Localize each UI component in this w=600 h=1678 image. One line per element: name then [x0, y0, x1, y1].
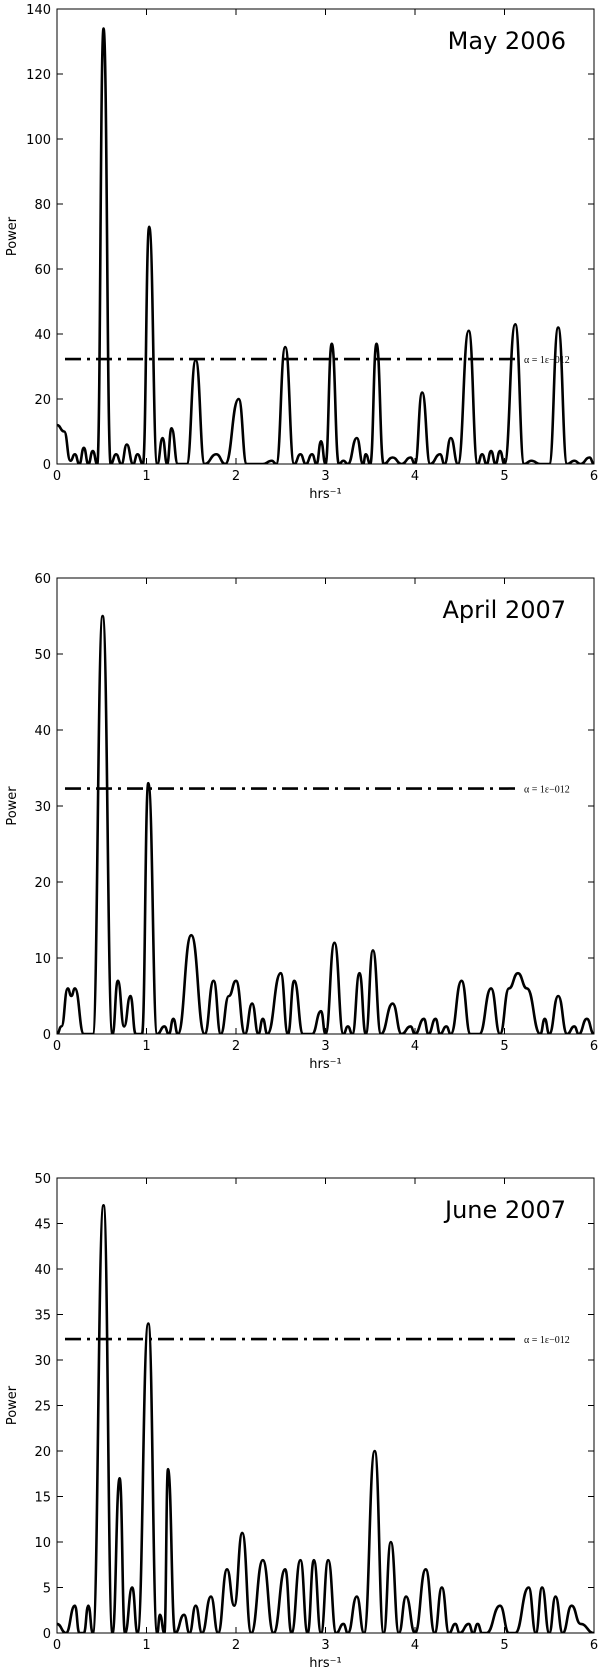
y-tick-label: 30 — [34, 1354, 51, 1369]
plot-frame — [56, 8, 595, 465]
x-tick-label: 1 — [142, 1638, 150, 1653]
y-tick-label: 40 — [34, 1263, 51, 1278]
chart-title: June 2007 — [443, 1196, 566, 1224]
y-tick-label: 45 — [34, 1218, 51, 1233]
x-tick-label: 5 — [500, 1039, 508, 1054]
x-tick-label: 3 — [321, 1039, 329, 1054]
x-axis-label: hrs⁻¹ — [309, 487, 341, 502]
y-axis-label: Power — [5, 216, 20, 256]
x-tick-label: 6 — [590, 1039, 598, 1054]
threshold-label: α = 1ε−012 — [524, 355, 570, 366]
x-tick-label: 4 — [411, 469, 419, 484]
power-line — [57, 614, 594, 1034]
y-tick-label: 0 — [43, 458, 51, 473]
x-axis-label: hrs⁻¹ — [309, 1656, 341, 1671]
x-tick-label: 0 — [53, 1039, 61, 1054]
y-tick-label: 0 — [43, 1627, 51, 1642]
plot-area — [57, 1204, 594, 1633]
y-tick-label: 30 — [34, 800, 51, 815]
x-axis-label: hrs⁻¹ — [309, 1057, 341, 1072]
y-tick-label: 20 — [34, 1445, 51, 1460]
y-tick-label: 80 — [34, 198, 51, 213]
plot-frame — [56, 1177, 595, 1634]
y-tick-label: 50 — [34, 1172, 51, 1187]
x-tick-label: 5 — [500, 469, 508, 484]
y-tick-label: 25 — [34, 1400, 51, 1415]
x-tick-label: 3 — [321, 1638, 329, 1653]
y-tick-label: 120 — [26, 68, 51, 83]
y-tick-label: 15 — [34, 1491, 51, 1506]
x-tick-label: 5 — [500, 1638, 508, 1653]
x-tick-label: 2 — [232, 1638, 240, 1653]
x-tick-label: 2 — [232, 1039, 240, 1054]
plot-area — [57, 27, 594, 464]
y-tick-label: 100 — [26, 133, 51, 148]
x-tick-label: 1 — [142, 469, 150, 484]
chart-title: May 2006 — [448, 27, 566, 55]
y-tick-label: 0 — [43, 1028, 51, 1043]
x-tick-label: 0 — [53, 1638, 61, 1653]
y-tick-label: 10 — [34, 1536, 51, 1551]
x-tick-label: 2 — [232, 469, 240, 484]
x-tick-label: 4 — [411, 1039, 419, 1054]
y-axis-label: Power — [5, 786, 20, 826]
x-tick-label: 6 — [590, 1638, 598, 1653]
y-tick-label: 10 — [34, 952, 51, 967]
y-tick-label: 50 — [34, 648, 51, 663]
x-tick-label: 6 — [590, 469, 598, 484]
y-tick-label: 40 — [34, 328, 51, 343]
y-tick-label: 20 — [34, 876, 51, 891]
y-tick-label: 35 — [34, 1309, 51, 1324]
plot-area — [57, 614, 594, 1034]
power-line — [57, 1204, 594, 1633]
y-axis-label: Power — [5, 1385, 20, 1425]
x-tick-label: 3 — [321, 469, 329, 484]
y-tick-label: 60 — [34, 572, 51, 587]
y-tick-label: 140 — [26, 3, 51, 18]
power-line — [57, 27, 594, 464]
x-tick-label: 0 — [53, 469, 61, 484]
threshold-label: α = 1ε−012 — [524, 1335, 570, 1346]
y-tick-label: 20 — [34, 393, 51, 408]
threshold-label: α = 1ε−012 — [524, 785, 570, 796]
x-tick-label: 4 — [411, 1638, 419, 1653]
y-tick-label: 40 — [34, 724, 51, 739]
x-tick-label: 1 — [142, 1039, 150, 1054]
y-tick-label: 60 — [34, 263, 51, 278]
y-tick-label: 5 — [43, 1582, 51, 1597]
plot-frame — [56, 577, 595, 1035]
chart-title: April 2007 — [442, 596, 566, 624]
